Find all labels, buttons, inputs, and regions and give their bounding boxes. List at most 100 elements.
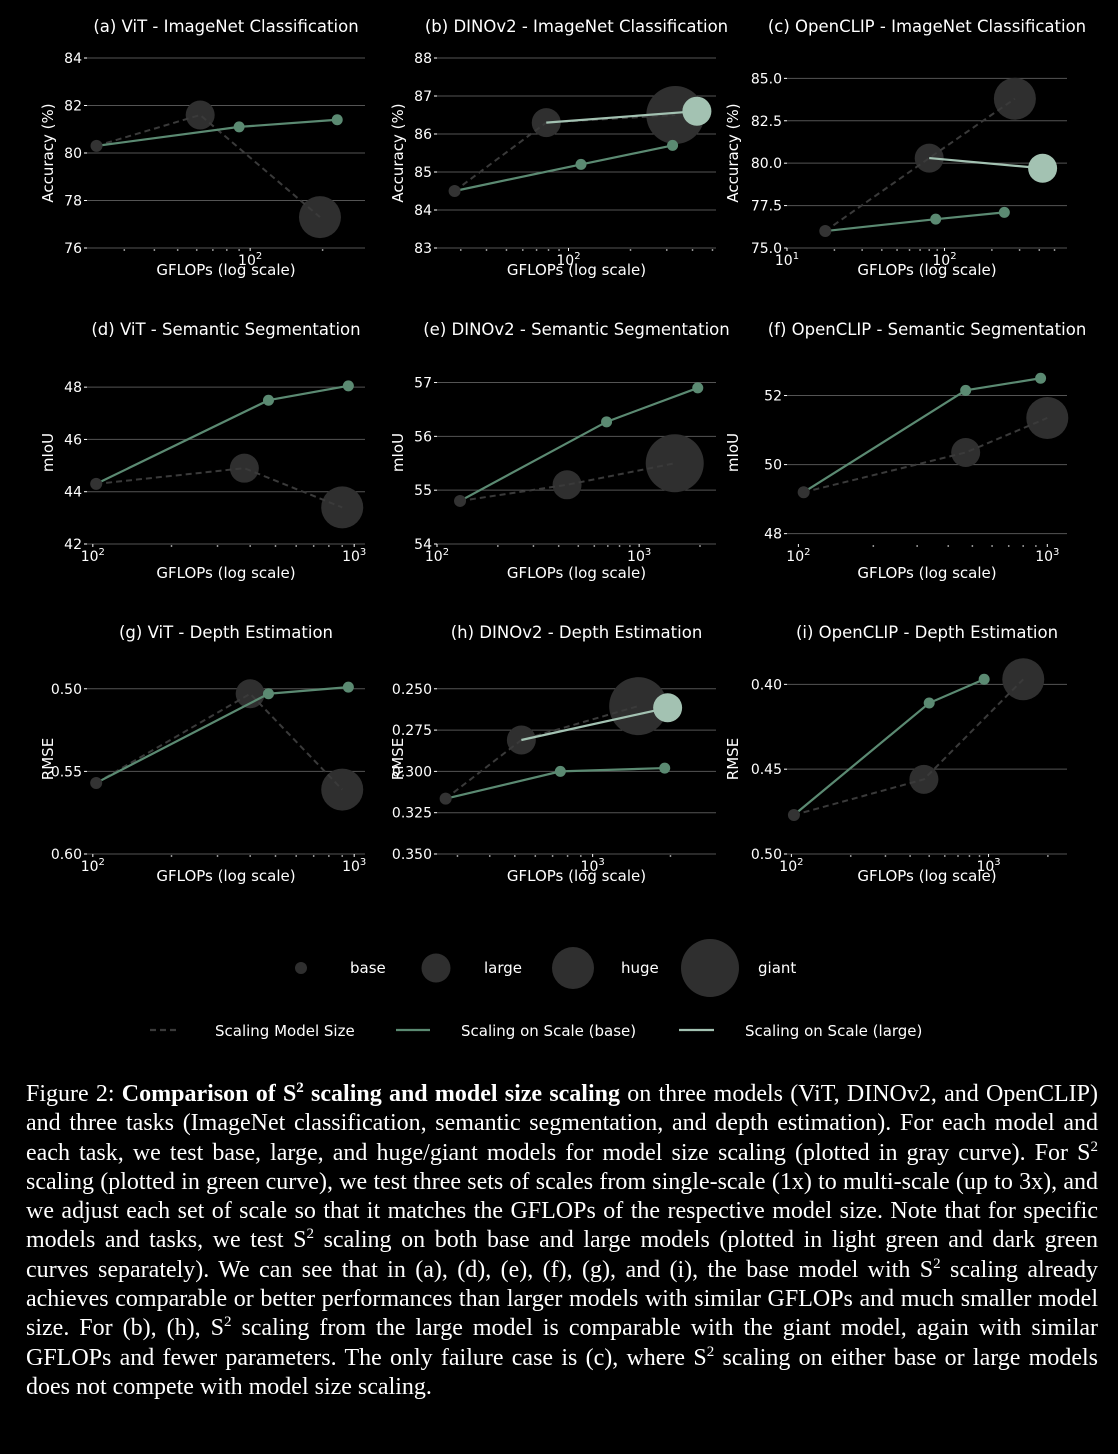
series-point-s2-base	[659, 762, 671, 774]
chart-title: (d) ViT - Semantic Segmentation	[91, 320, 360, 339]
y-tick-label: 86	[414, 127, 432, 143]
y-tick-label: 0.250	[392, 682, 432, 698]
x-minor-tick	[327, 545, 330, 547]
x-minor-tick	[1035, 545, 1037, 547]
x-minor-tick	[947, 545, 950, 547]
y-tick-label: 77.5	[751, 199, 782, 215]
x-minor-tick	[928, 249, 931, 251]
x-minor-tick	[884, 855, 887, 857]
series-line-s2-large	[521, 706, 668, 742]
series-line-model-size	[824, 97, 1016, 232]
model-size-marker-base	[90, 139, 103, 152]
y-tick-label: 87	[414, 89, 432, 105]
y-tick-label: 56	[414, 429, 432, 445]
x-minor-tick	[557, 545, 560, 547]
series-line-s2-base	[95, 384, 349, 485]
model-size-marker-large	[235, 679, 265, 709]
series-line-model-size	[454, 114, 676, 192]
x-minor-tick	[513, 855, 516, 857]
x-minor-tick	[1007, 545, 1010, 547]
y-tick-label: 48	[764, 527, 782, 543]
x-minor-tick	[225, 249, 228, 251]
x-tick-label: 102	[779, 857, 803, 875]
x-minor-tick	[551, 855, 554, 857]
chart-d: (d) ViT - Semantic Segmentation GFLOPs (l…	[39, 320, 366, 582]
x-axis-label: GFLOPs (log scale)	[857, 867, 996, 885]
x-axis-label: GFLOPs (log scale)	[507, 564, 646, 582]
x-minor-tick	[216, 855, 219, 857]
x-minor-tick	[547, 249, 550, 251]
y-tick-label: 75.0	[751, 241, 782, 257]
x-minor-tick	[880, 249, 883, 251]
series-line-s2-large	[929, 156, 1043, 170]
x-minor-tick	[238, 249, 241, 251]
legend-label-model-size: Scaling Model Size	[215, 1022, 355, 1040]
x-minor-tick	[991, 545, 993, 547]
caption-label: Figure 2:	[26, 1081, 115, 1107]
model-size-marker-large	[229, 453, 259, 483]
figure-canvas: (a) ViT - ImageNet Classification GFLOPs …	[39, 17, 1086, 1040]
x-minor-tick	[274, 545, 277, 547]
y-tick-label: 85	[414, 165, 432, 181]
x-minor-tick	[312, 545, 315, 547]
series-point-s2-base	[233, 121, 245, 133]
legend-label-s2-base: Scaling on Scale (base)	[461, 1022, 636, 1040]
x-minor-tick	[488, 855, 491, 857]
x-minor-tick	[971, 545, 974, 547]
y-tick-label: 0.300	[392, 764, 432, 780]
y-tick-label: 52	[764, 389, 782, 405]
x-minor-tick	[872, 545, 875, 547]
x-minor-tick	[170, 855, 173, 857]
y-tick-label: 42	[64, 537, 82, 553]
x-minor-tick	[274, 855, 277, 857]
x-tick-label: 103	[342, 857, 366, 875]
x-minor-tick	[195, 249, 198, 251]
x-tick-label: 103	[627, 547, 651, 565]
caption-bold-title: Comparison of S2 scaling and model size …	[121, 1080, 620, 1108]
series-point-s2-base	[960, 384, 972, 396]
chart-title: (e) DINOv2 - Semantic Segmentation	[423, 320, 729, 339]
x-axis-label: GFLOPs (log scale)	[156, 261, 295, 279]
y-tick-label: 0.350	[392, 847, 432, 863]
y-tick-label: 85.0	[751, 71, 782, 87]
chart-g: (g) ViT - Depth Estimation GFLOPs (log sc…	[39, 623, 366, 885]
series-line-s2-base	[96, 118, 338, 147]
model-size-marker-large	[951, 438, 981, 467]
series-point-s2-large	[682, 96, 712, 126]
x-minor-tick	[1046, 855, 1049, 857]
y-tick-label: 44	[64, 485, 82, 501]
x-minor-tick	[456, 855, 459, 857]
chart-h: (h) DINOv2 - Depth Estimation GFLOPs (log…	[389, 623, 716, 885]
series-point-s2-large	[1028, 153, 1058, 183]
x-tick-label: 103	[342, 547, 366, 565]
series-point-s2-base	[342, 380, 354, 392]
figure-caption: Figure 2: Comparison of S2 scaling and m…	[26, 1080, 1099, 1400]
x-minor-tick	[249, 545, 252, 547]
x-minor-tick	[1018, 249, 1021, 251]
chart-b: (b) DINOv2 - ImageNet Classification GFLO…	[389, 17, 728, 279]
x-tick-label: 102	[81, 547, 105, 565]
series-point-s2-base	[601, 416, 613, 428]
series-point-s2-base	[554, 765, 566, 777]
y-axis-label: RMSE	[389, 738, 407, 780]
y-axis-label: mIoU	[389, 433, 407, 472]
chart-title: (a) ViT - ImageNet Classification	[93, 17, 358, 36]
legend-marker-huge	[552, 947, 594, 989]
x-minor-tick	[341, 855, 344, 857]
series-point-s2-base	[930, 213, 942, 225]
x-minor-tick	[577, 545, 580, 547]
x-axis-label: GFLOPs (log scale)	[507, 867, 646, 885]
legend-label-giant: giant	[758, 959, 796, 977]
chart-title: (i) OpenCLIP - Depth Estimation	[796, 623, 1058, 642]
y-axis-label: Accuracy (%)	[39, 103, 57, 202]
chart-title: (g) ViT - Depth Estimation	[119, 623, 333, 642]
series-point-s2-large	[653, 693, 683, 723]
y-tick-label: 0.50	[51, 682, 82, 698]
model-size-marker-base	[454, 494, 467, 507]
series-line-s2-base	[825, 211, 1005, 233]
legend: base large huge giant Scaling Model Size Scal…	[150, 939, 922, 1040]
x-minor-tick	[699, 545, 701, 547]
model-size-marker-base	[448, 185, 461, 197]
x-minor-tick	[496, 545, 499, 547]
series-line-model-size	[96, 113, 321, 218]
